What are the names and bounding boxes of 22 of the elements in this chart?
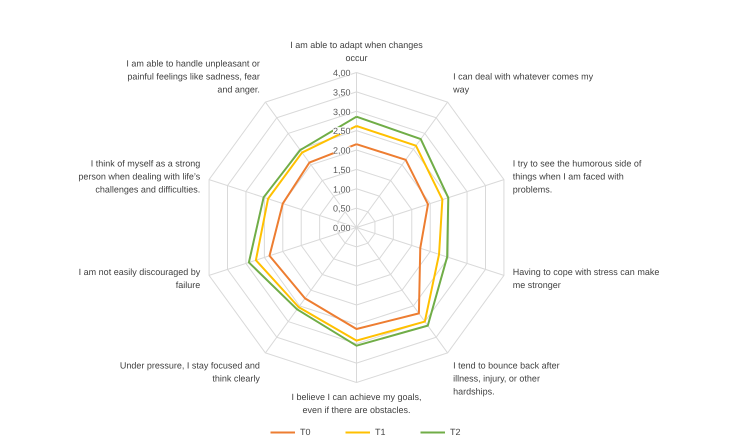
spoke-label: I am not easily discouraged by failure (78, 266, 201, 290)
y-tick-label: 0,00 (332, 223, 351, 233)
legend-label: T0 (300, 427, 312, 437)
spoke-label: I am able to adapt when changes occur (290, 40, 424, 64)
spoke-label: I think of myself as a strong person when dealing with life’s challenges and difficulties. (78, 158, 201, 195)
y-tick-label: 3,00 (332, 106, 351, 117)
spoke-label: I can deal with whatever comes my way (452, 72, 594, 95)
legend-label: T2 (450, 427, 462, 437)
y-tick-label: 2,50 (332, 126, 351, 136)
spoke-label: I try to see the humorous side of things when I am faced with problems. (512, 158, 642, 195)
spoke-label: Under pressure, I stay focused and think clearly (120, 360, 260, 384)
y-tick-label: 1,50 (332, 164, 351, 175)
spoke-label: I tend to bounce back after illness, injury, or other hardships. (453, 360, 560, 396)
y-tick-label: 4,00 (332, 68, 351, 78)
y-tick-label: 3,50 (332, 87, 351, 98)
spoke-label: I believe I can achieve my goals, even if there are obstacles. (291, 392, 422, 415)
legend-label: T1 (375, 427, 387, 437)
spoke-label: I am able to handle unpleasant or painful feelings like sadness, fear and anger. (126, 58, 260, 95)
y-tick-label: 2,00 (332, 146, 351, 156)
y-tick-label: 1,00 (332, 184, 351, 194)
y-tick-label: 0,50 (332, 204, 351, 214)
spoke-label: Having to cope with stress can make me stronger (512, 266, 660, 290)
